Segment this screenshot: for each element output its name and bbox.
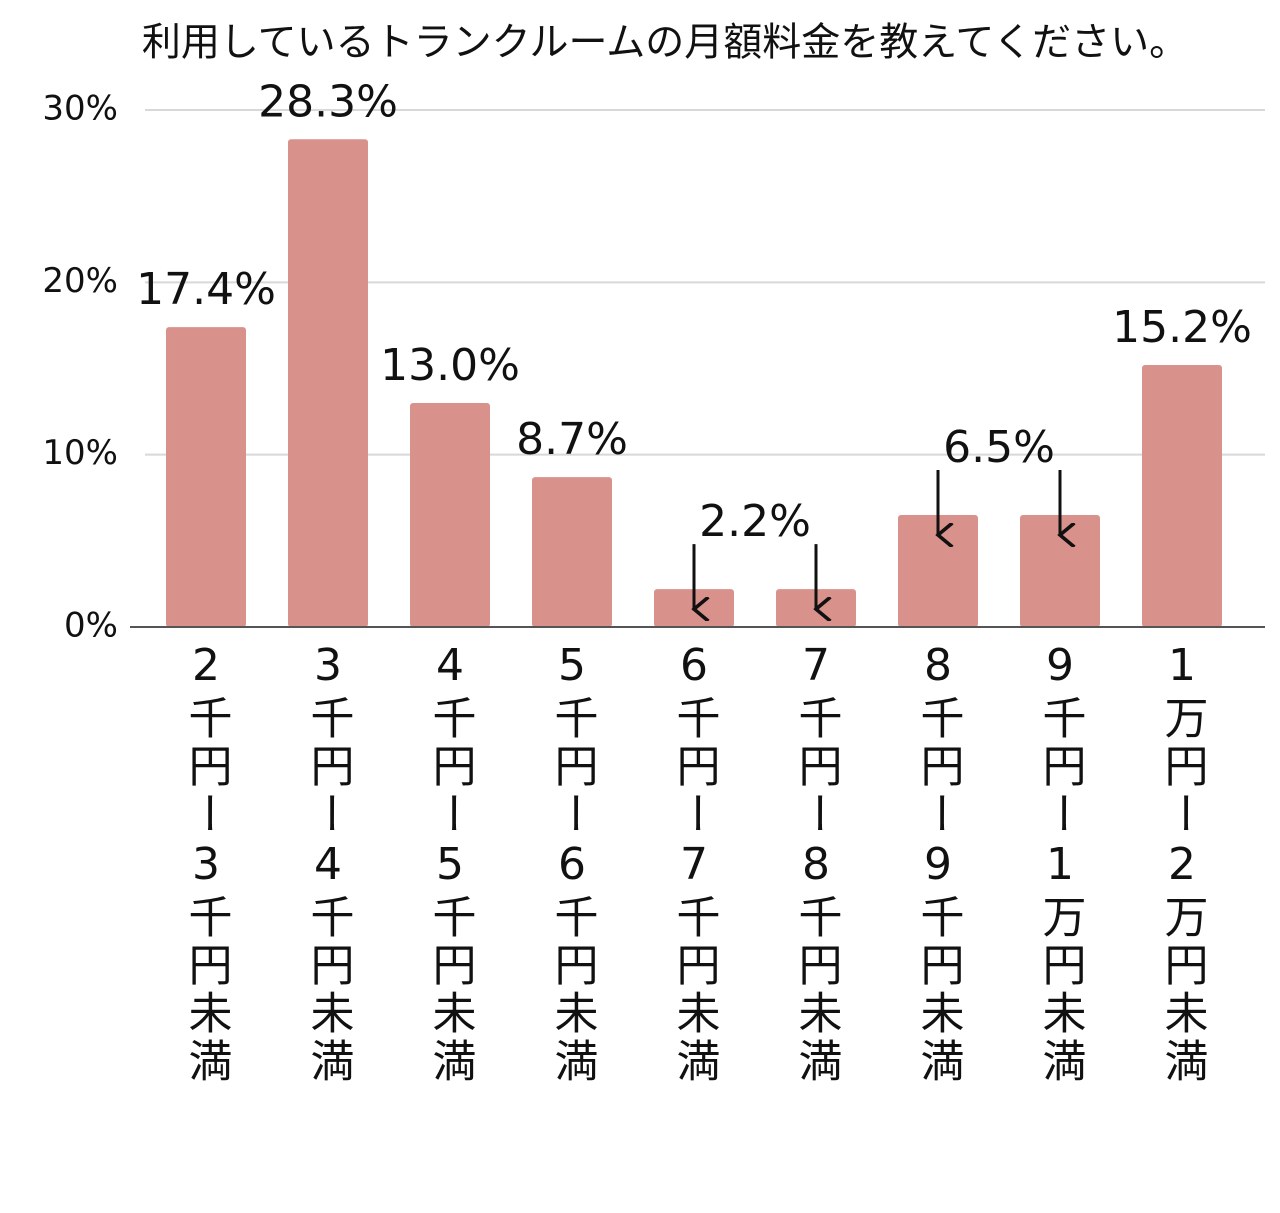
x-tick-label: 4千円ー5千円未満 (425, 640, 476, 1086)
chart-title: 利用しているトランクルームの月額料金を教えてください。 (142, 21, 1188, 66)
data-label: 28.3% (258, 76, 398, 127)
x-tick-label: 8千円ー9千円未満 (913, 640, 964, 1086)
data-label: 17.4% (136, 264, 276, 315)
x-tick-label: 7千円ー8千円未満 (791, 640, 842, 1086)
y-tick-label: 10% (42, 433, 118, 473)
bar (898, 514, 978, 627)
x-tick-label: 1万円ー2万円未満 (1157, 640, 1208, 1086)
data-label: 15.2% (1112, 302, 1252, 353)
bar (532, 477, 612, 627)
data-label: 6.5% (943, 422, 1055, 473)
bar (166, 327, 246, 627)
bar (1142, 365, 1222, 627)
data-label: 8.7% (516, 414, 628, 465)
y-tick-label: 20% (42, 261, 118, 301)
x-tick-label: 3千円ー4千円未満 (303, 640, 354, 1086)
x-tick-label: 6千円ー7千円未満 (669, 640, 720, 1086)
x-tick-label: 5千円ー6千円未満 (547, 640, 598, 1086)
bar (410, 402, 490, 627)
x-tick-label: 2千円ー3千円未満 (181, 640, 232, 1086)
x-tick-label: 9千円ー1万円未満 (1035, 640, 1086, 1086)
bar (1020, 514, 1100, 627)
data-label: 2.2% (699, 496, 811, 547)
data-label: 13.0% (380, 340, 520, 391)
y-tick-label: 30% (42, 89, 118, 129)
y-tick-label: 0% (64, 606, 118, 646)
bar (288, 139, 368, 627)
